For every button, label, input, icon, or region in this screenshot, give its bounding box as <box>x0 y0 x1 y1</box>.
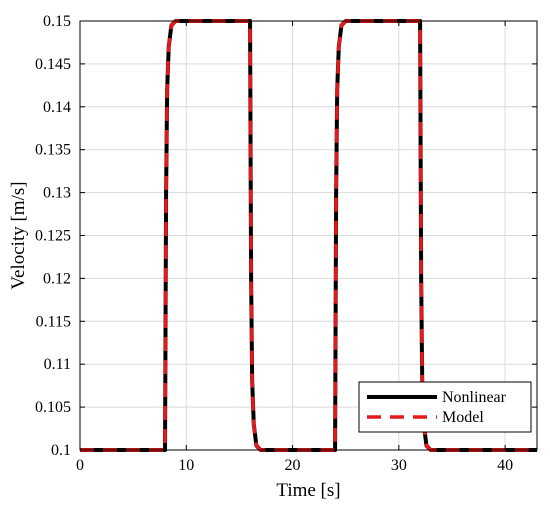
legend-label-nonlinear: Nonlinear <box>442 389 507 406</box>
y-tick-label: 0.135 <box>35 142 71 159</box>
y-tick-label: 0.15 <box>43 13 71 30</box>
y-tick-label: 0.115 <box>36 313 71 330</box>
y-tick-label: 0.11 <box>44 356 71 373</box>
y-axis-label: Velocity [m/s] <box>8 181 29 289</box>
x-tick-label: 40 <box>497 457 513 474</box>
legend-label-model: Model <box>442 409 484 426</box>
y-tick-label: 0.105 <box>35 399 71 416</box>
grid <box>80 21 537 450</box>
y-tick-label: 0.12 <box>43 270 71 287</box>
y-tick-label: 0.1 <box>51 442 71 459</box>
axis-ticks <box>79 20 537 451</box>
x-axis-label: Time [s] <box>276 480 340 501</box>
x-tick-label: 0 <box>76 457 84 474</box>
legend-box <box>358 381 532 433</box>
y-tick-label: 0.145 <box>35 56 71 73</box>
legend: Nonlinear Model <box>358 381 532 433</box>
x-tick-label: 10 <box>178 457 194 474</box>
x-tick-label: 20 <box>285 457 301 474</box>
y-tick-label: 0.14 <box>43 99 71 116</box>
y-tick-label: 0.13 <box>43 185 71 202</box>
tick-labels: 0 10 20 30 40 0.1 0.105 0.11 0.115 0.12 0.125 0.13 0… <box>35 13 513 474</box>
y-tick-label: 0.125 <box>35 228 71 245</box>
x-tick-label: 30 <box>391 457 407 474</box>
